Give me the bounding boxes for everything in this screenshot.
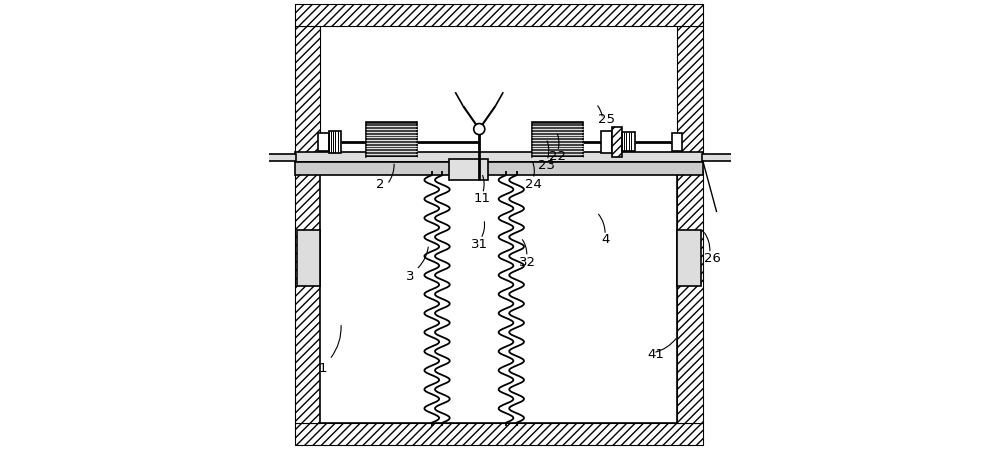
Text: 41: 41 — [647, 349, 664, 361]
Text: 3: 3 — [406, 270, 414, 283]
Text: 26: 26 — [704, 252, 720, 265]
Bar — [366, 122, 417, 157]
Bar — [329, 131, 341, 153]
Bar — [702, 154, 733, 161]
Text: 23: 23 — [538, 160, 555, 172]
Bar — [295, 162, 703, 175]
Bar — [318, 133, 329, 151]
Bar — [295, 26, 320, 162]
Bar — [266, 154, 296, 161]
Text: 22: 22 — [549, 150, 566, 163]
Bar — [320, 171, 677, 423]
Bar — [295, 171, 320, 423]
Bar — [297, 230, 320, 286]
Bar — [612, 127, 622, 157]
Bar — [532, 122, 583, 157]
Text: 4: 4 — [602, 233, 610, 246]
Text: 1: 1 — [318, 362, 327, 375]
Text: 31: 31 — [471, 238, 488, 251]
Bar — [295, 4, 703, 26]
Bar — [677, 171, 703, 423]
Bar — [677, 26, 703, 162]
Circle shape — [474, 124, 485, 135]
Bar — [295, 152, 703, 162]
Text: 24: 24 — [525, 178, 542, 191]
Bar — [677, 230, 701, 286]
Bar — [449, 159, 488, 180]
Text: 25: 25 — [598, 113, 615, 126]
Text: 11: 11 — [474, 192, 491, 205]
Bar — [295, 423, 703, 445]
Text: 2: 2 — [376, 178, 384, 191]
Bar — [601, 131, 612, 153]
Bar — [622, 132, 635, 151]
Text: 32: 32 — [519, 256, 536, 269]
Bar — [672, 133, 682, 151]
